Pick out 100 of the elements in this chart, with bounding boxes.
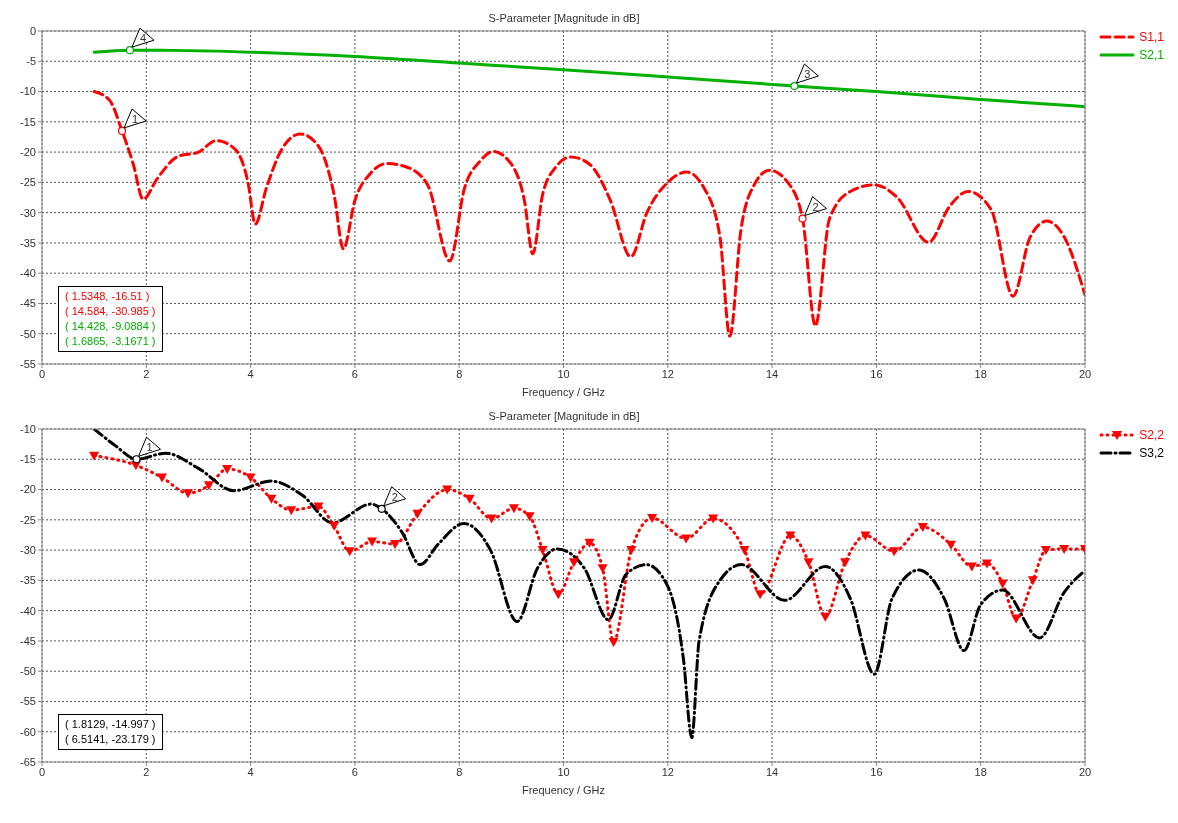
point [222, 464, 233, 474]
point [1059, 544, 1070, 554]
x-tick-label: 10 [557, 367, 570, 380]
point [840, 558, 851, 568]
y-tick-label: -10 [20, 85, 36, 98]
y-tick-label: -35 [20, 574, 36, 587]
y-tick-label: -15 [20, 115, 36, 128]
x-tick-label: 12 [661, 765, 674, 778]
annotation: 3 [804, 67, 811, 80]
point [889, 547, 900, 557]
y-tick-label: -45 [20, 634, 36, 647]
x-tick-label: 0 [38, 765, 46, 778]
annotation: 1 [131, 112, 139, 125]
point [412, 509, 423, 519]
point [508, 504, 519, 514]
y-tick-label: -15 [20, 453, 36, 466]
point [390, 540, 401, 550]
point [584, 538, 595, 548]
y-tick-label: -50 [20, 665, 36, 678]
point [708, 514, 719, 524]
point [464, 494, 475, 504]
y-tick-label: -25 [20, 513, 36, 526]
annotation: ( 14.584, -30.985 ) [65, 305, 156, 317]
x-tick-label: 2 [143, 765, 150, 778]
point [997, 579, 1008, 589]
point [203, 481, 214, 491]
point [367, 537, 378, 547]
point [1040, 546, 1051, 556]
legend-label: S3,2 [1139, 445, 1164, 462]
x-tick-label: 18 [974, 367, 987, 380]
x-axis-title: Frequency / GHz [521, 386, 606, 398]
x-tick-label: 16 [870, 367, 883, 380]
legend-label: S2,2 [1139, 427, 1164, 444]
annotation: 2 [391, 490, 398, 503]
x-tick-label: 4 [247, 367, 254, 380]
point [568, 558, 579, 568]
y-tick-label: -55 [20, 357, 36, 370]
x-tick-label: 16 [870, 765, 883, 778]
point [183, 489, 194, 499]
point [917, 523, 928, 533]
y-tick-label: -60 [20, 725, 36, 738]
annotation: 2 [812, 200, 819, 213]
point [553, 590, 564, 600]
x-tick-label: 14 [765, 367, 779, 380]
y-tick-label: 0 [29, 24, 36, 37]
point [313, 502, 324, 512]
point [608, 638, 619, 648]
x-tick-label: 0 [38, 367, 46, 380]
point [286, 506, 297, 516]
y-tick-label: -30 [20, 544, 36, 556]
point [486, 514, 497, 524]
point [1027, 576, 1038, 586]
legend-label: S1,1 [1139, 29, 1164, 46]
x-tick-label: 4 [247, 765, 254, 778]
x-tick-label: 6 [351, 367, 358, 380]
point [626, 546, 637, 556]
x-tick-label: 20 [1078, 765, 1092, 778]
point [945, 540, 956, 550]
x-tick-label: 10 [557, 765, 570, 778]
annotation: ( 1.6865, -3.1671 ) [65, 335, 156, 347]
y-tick-label: -25 [20, 176, 36, 189]
point [681, 534, 692, 544]
point [966, 562, 977, 572]
point [981, 559, 992, 569]
point [245, 473, 256, 483]
x-tick-label: 14 [765, 765, 779, 778]
point [329, 521, 340, 531]
annotation: 4 [139, 32, 147, 45]
annotation: 1 [146, 441, 153, 454]
point [647, 514, 658, 523]
chart-title: S-Parameter [Magnitude in dB] [487, 12, 641, 24]
x-tick-label: 20 [1078, 367, 1092, 380]
y-tick-label: -40 [20, 267, 36, 280]
y-tick-label: -20 [20, 146, 36, 158]
y-tick-label: -55 [20, 695, 36, 708]
x-tick-label: 8 [456, 765, 463, 778]
point [156, 473, 167, 483]
y-tick-label: -5 [26, 55, 36, 68]
annotation: ( 6.5141, -23.179 ) [65, 733, 156, 745]
annotation: ( 14.428, -9.0884 ) [65, 320, 156, 332]
x-tick-label: 2 [143, 367, 150, 380]
point [820, 612, 831, 622]
x-tick-label: 18 [974, 765, 987, 778]
x-tick-label: 12 [661, 367, 674, 380]
y-tick-label: -45 [20, 297, 36, 310]
point [803, 558, 814, 568]
y-tick-label: -10 [20, 422, 36, 435]
point [89, 451, 100, 461]
y-tick-label: -30 [20, 206, 36, 219]
x-axis-title: Frequency / GHz [521, 784, 606, 796]
y-tick-label: -50 [20, 327, 36, 340]
annotation: ( 1.8129, -14.997 ) [65, 718, 156, 730]
y-tick-label: -65 [20, 755, 36, 768]
chart-title: S-Parameter [Magnitude in dB] [487, 410, 641, 422]
point [755, 590, 766, 600]
point [524, 512, 535, 522]
y-tick-label: -40 [20, 604, 36, 617]
annotation: ( 1.5348, -16.51 ) [65, 290, 150, 302]
point [739, 546, 750, 556]
x-tick-label: 8 [456, 367, 463, 380]
